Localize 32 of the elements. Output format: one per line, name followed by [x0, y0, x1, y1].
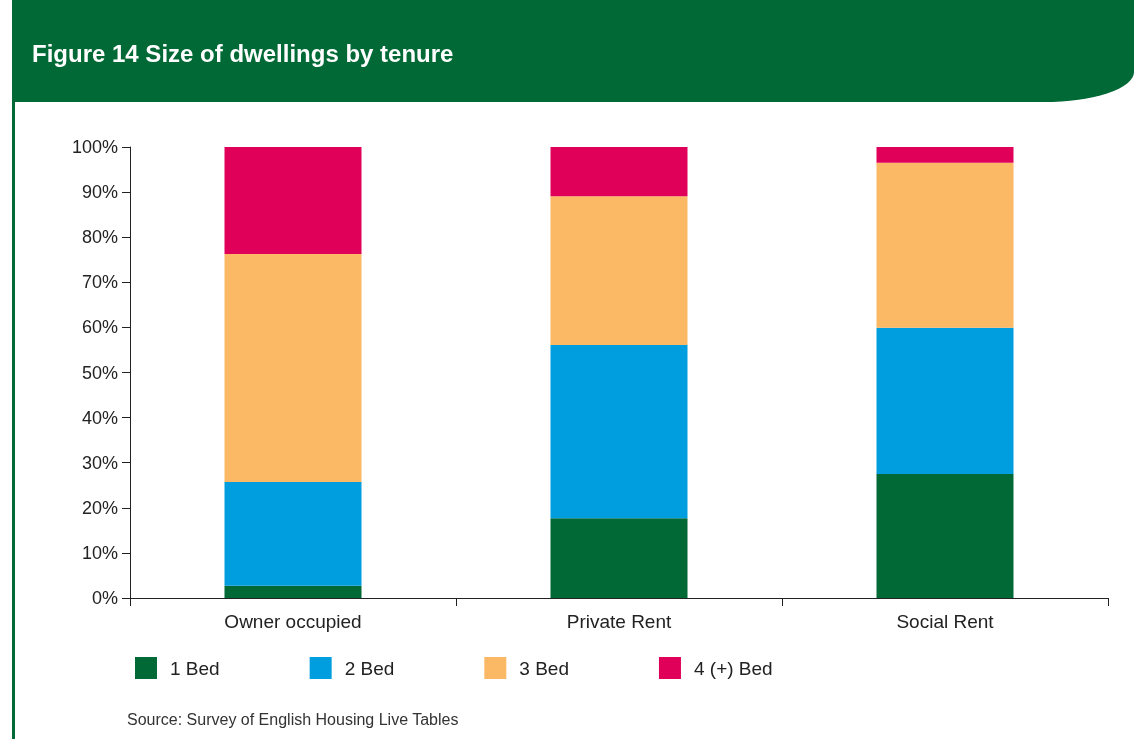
y-tick-label: 80% — [81, 227, 118, 248]
y-tick-label: 30% — [81, 452, 118, 473]
x-tick-label: Owner occupied — [224, 611, 362, 632]
y-tick-label: 90% — [81, 182, 118, 203]
chart-title: Figure 14 Size of dwellings by tenure — [32, 40, 454, 68]
bar — [550, 344, 688, 519]
source-note: Source: Survey of English Housing Live Tables — [127, 711, 459, 729]
bar — [876, 327, 1014, 474]
bar — [224, 147, 362, 254]
x-tick-label: Private Rent — [566, 611, 672, 632]
bar — [224, 585, 362, 598]
bar — [550, 196, 688, 345]
bar — [550, 147, 688, 197]
y-tick-label: 60% — [81, 317, 118, 338]
legend-label: 1 Bed — [170, 657, 220, 679]
legend-label: 4 (+) Bed — [693, 657, 773, 679]
bar — [876, 473, 1014, 598]
legend-label: 3 Bed — [519, 657, 569, 679]
legend-label: 2 Bed — [344, 657, 395, 679]
y-tick-label: 0% — [91, 588, 118, 608]
y-tick-label: 50% — [81, 362, 118, 383]
y-tick-label: 70% — [81, 272, 118, 293]
y-tick-label: 100% — [71, 137, 118, 157]
bar — [224, 482, 362, 586]
y-tick-label: 10% — [81, 542, 118, 563]
bar — [876, 147, 1014, 163]
bar — [224, 253, 362, 483]
bar — [876, 162, 1014, 328]
bar — [550, 518, 688, 598]
x-tick-label: Social Rent — [896, 611, 995, 632]
y-tick-label: 40% — [81, 407, 118, 428]
y-tick-label: 20% — [81, 497, 118, 518]
